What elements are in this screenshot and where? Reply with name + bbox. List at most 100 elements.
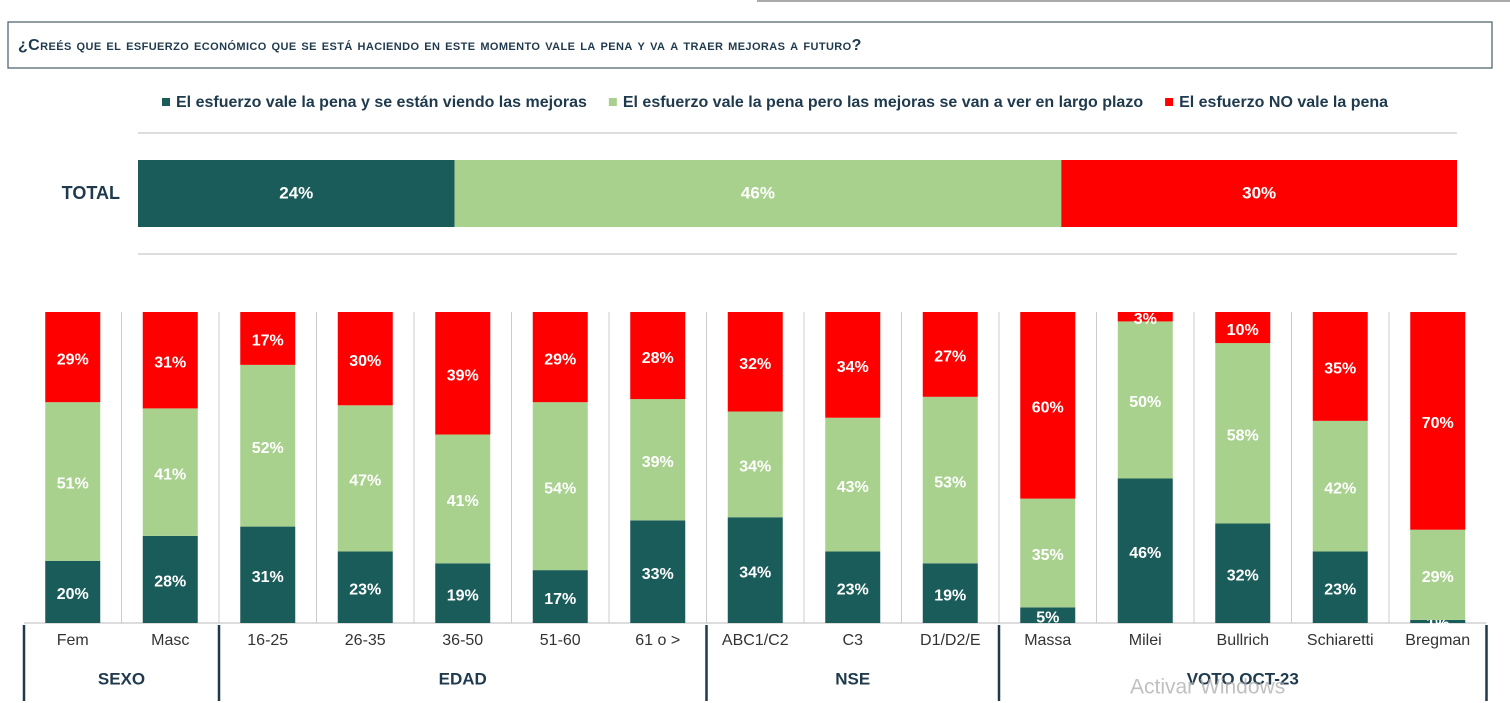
bar-segment xyxy=(532,570,588,623)
bar-segment xyxy=(1117,321,1173,479)
x-tick-label: C3 xyxy=(843,632,864,649)
legend-swatch xyxy=(162,98,170,106)
x-tick-label: 61 o > xyxy=(635,632,680,649)
legend-label: El esfuerzo NO vale la pena xyxy=(1179,94,1388,111)
bar-segment xyxy=(1117,312,1173,322)
bar-segment xyxy=(1312,312,1368,421)
data-label: 58% xyxy=(1227,428,1259,445)
data-label: 46% xyxy=(741,183,775,202)
chart-title: ¿Creés que el esfuerzo económico que se … xyxy=(18,37,862,54)
data-label: 32% xyxy=(1227,567,1259,584)
data-label: 17% xyxy=(252,333,284,350)
x-tick-label: 26-35 xyxy=(345,632,386,649)
data-label: 27% xyxy=(934,349,966,366)
bar-segment xyxy=(1312,420,1368,552)
bar-segment xyxy=(630,399,686,521)
bar-segment xyxy=(142,408,198,536)
data-label: 43% xyxy=(837,479,869,496)
data-label: 70% xyxy=(1422,415,1454,432)
bar-segment xyxy=(435,563,491,623)
data-label: 17% xyxy=(544,591,576,608)
data-label: 31% xyxy=(252,569,284,586)
bar-segment xyxy=(1410,312,1466,530)
data-label: 34% xyxy=(739,459,771,476)
bar-segment xyxy=(825,417,881,552)
data-label: 60% xyxy=(1032,400,1064,417)
data-label: 1% xyxy=(1426,616,1449,633)
data-label: 30% xyxy=(1242,183,1276,202)
bar-segment xyxy=(435,434,491,564)
data-label: 34% xyxy=(837,359,869,376)
data-label: 10% xyxy=(1227,322,1259,339)
data-label: 39% xyxy=(447,367,479,384)
watermark: Activar Windows xyxy=(1130,676,1285,699)
bar-segment xyxy=(532,312,588,403)
data-label: 32% xyxy=(739,356,771,373)
x-tick-label: Massa xyxy=(1024,632,1071,649)
data-label: 34% xyxy=(739,564,771,581)
bar-segment xyxy=(727,312,783,412)
bar-segment xyxy=(142,535,198,623)
data-label: 47% xyxy=(349,473,381,490)
data-label: 29% xyxy=(57,351,89,368)
bar-segment xyxy=(1020,498,1076,608)
x-tick-label: ABC1/C2 xyxy=(722,632,789,649)
data-label: 23% xyxy=(349,581,381,598)
data-label: 3% xyxy=(1134,311,1157,328)
data-label: 50% xyxy=(1129,394,1161,411)
group-label: EDAD xyxy=(439,669,487,688)
total-label: TOTAL xyxy=(62,183,120,203)
data-label: 30% xyxy=(349,353,381,370)
bar-segment xyxy=(1215,523,1271,623)
bar-segment xyxy=(337,405,393,552)
data-label: 24% xyxy=(279,183,313,202)
bar-segment xyxy=(630,312,686,400)
bar-segment xyxy=(1117,478,1173,623)
data-label: 28% xyxy=(154,574,186,591)
x-tick-label: Masc xyxy=(151,632,189,649)
x-tick-label: Fem xyxy=(57,632,89,649)
data-label: 41% xyxy=(154,466,186,483)
data-label: 28% xyxy=(642,350,674,367)
bar-segment xyxy=(1020,312,1076,499)
title-box xyxy=(7,21,1493,69)
group-label: NSE xyxy=(835,669,870,688)
bar-segment xyxy=(922,312,978,397)
data-label: 23% xyxy=(837,581,869,598)
x-tick-label: Schiaretti xyxy=(1307,632,1374,649)
data-label: 5% xyxy=(1036,609,1059,626)
data-label: 51% xyxy=(57,476,89,493)
data-label: 33% xyxy=(642,566,674,583)
bar-segment xyxy=(727,411,783,518)
bar-segment xyxy=(240,526,296,623)
data-label: 54% xyxy=(544,480,576,497)
data-label: 19% xyxy=(934,587,966,604)
data-label: 20% xyxy=(57,586,89,603)
bar-segment xyxy=(45,560,101,623)
bar-segment xyxy=(922,563,978,623)
bar-segment xyxy=(1312,551,1368,623)
bar-segment xyxy=(1215,312,1271,344)
x-tick-label: 51-60 xyxy=(540,632,581,649)
bar-segment xyxy=(142,312,198,409)
legend-label: El esfuerzo vale la pena pero las mejora… xyxy=(623,94,1143,111)
x-tick-label: 16-25 xyxy=(247,632,288,649)
bar-segment xyxy=(435,312,491,435)
data-label: 29% xyxy=(544,351,576,368)
bar-segment xyxy=(240,312,296,365)
bar-segment xyxy=(337,312,393,406)
data-label: 35% xyxy=(1032,547,1064,564)
total-bar-segment xyxy=(1061,160,1457,227)
data-label: 23% xyxy=(1324,581,1356,598)
group-label: SEXO xyxy=(98,669,145,688)
data-label: 41% xyxy=(447,493,479,510)
total-bar-segment xyxy=(138,160,455,227)
x-tick-label: Bregman xyxy=(1405,632,1470,649)
bar-segment xyxy=(1410,619,1466,623)
bar-segment xyxy=(825,551,881,623)
x-tick-label: Milei xyxy=(1129,632,1162,649)
data-label: 31% xyxy=(154,354,186,371)
x-tick-label: D1/D2/E xyxy=(920,632,980,649)
bar-segment xyxy=(922,396,978,564)
